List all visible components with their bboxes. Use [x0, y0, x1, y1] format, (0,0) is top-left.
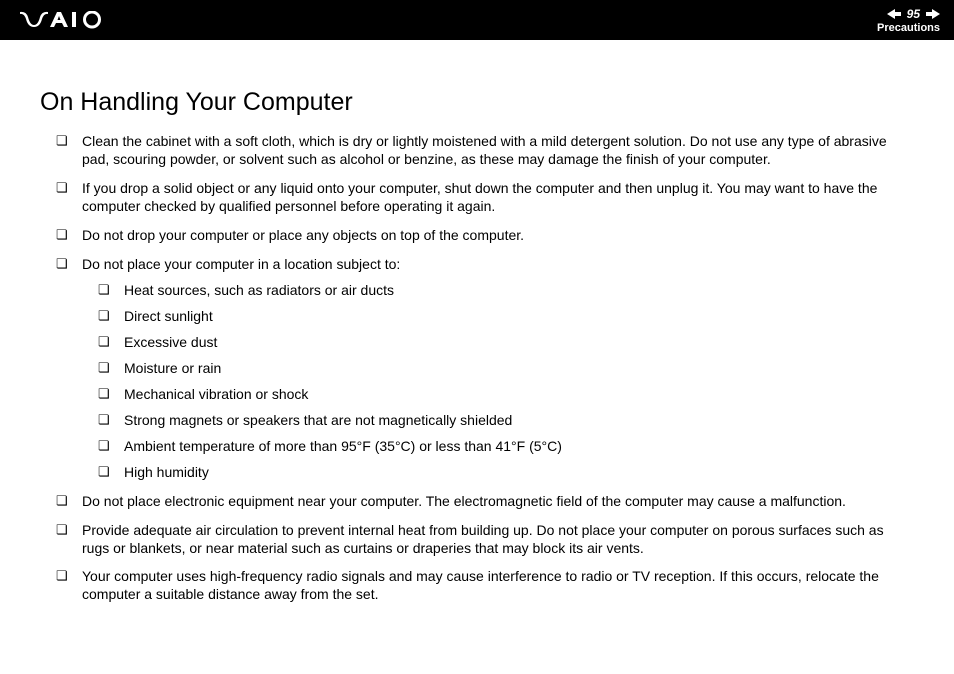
- list-item: Excessive dust: [98, 334, 914, 352]
- page-header: 95 Precautions: [0, 0, 954, 40]
- list-item: Moisture or rain: [98, 360, 914, 378]
- list-item: Your computer uses high-frequency radio …: [56, 568, 914, 604]
- list-item: Strong magnets or speakers that are not …: [98, 412, 914, 430]
- page-number: 95: [907, 7, 920, 21]
- page-content: On Handling Your Computer Clean the cabi…: [0, 40, 954, 635]
- list-item: High humidity: [98, 464, 914, 482]
- precaution-list: Clean the cabinet with a soft cloth, whi…: [40, 133, 914, 604]
- section-label: Precautions: [877, 22, 940, 34]
- next-page-icon[interactable]: [926, 9, 940, 19]
- list-item: If you drop a solid object or any liquid…: [56, 180, 914, 216]
- vaio-logo: [20, 11, 106, 29]
- location-sublist: Heat sources, such as radiators or air d…: [82, 282, 914, 481]
- page-title: On Handling Your Computer: [40, 88, 914, 117]
- prev-page-icon[interactable]: [887, 9, 901, 19]
- list-item: Direct sunlight: [98, 308, 914, 326]
- list-item: Mechanical vibration or shock: [98, 386, 914, 404]
- list-item: Ambient temperature of more than 95°F (3…: [98, 438, 914, 456]
- list-item: Do not drop your computer or place any o…: [56, 227, 914, 245]
- page-nav: 95: [887, 7, 940, 21]
- list-item-text: Do not place your computer in a location…: [82, 256, 400, 272]
- list-item: Heat sources, such as radiators or air d…: [98, 282, 914, 300]
- list-item: Do not place your computer in a location…: [56, 256, 914, 482]
- list-item: Clean the cabinet with a soft cloth, whi…: [56, 133, 914, 169]
- header-right: 95 Precautions: [877, 7, 940, 34]
- list-item: Provide adequate air circulation to prev…: [56, 522, 914, 558]
- list-item: Do not place electronic equipment near y…: [56, 493, 914, 511]
